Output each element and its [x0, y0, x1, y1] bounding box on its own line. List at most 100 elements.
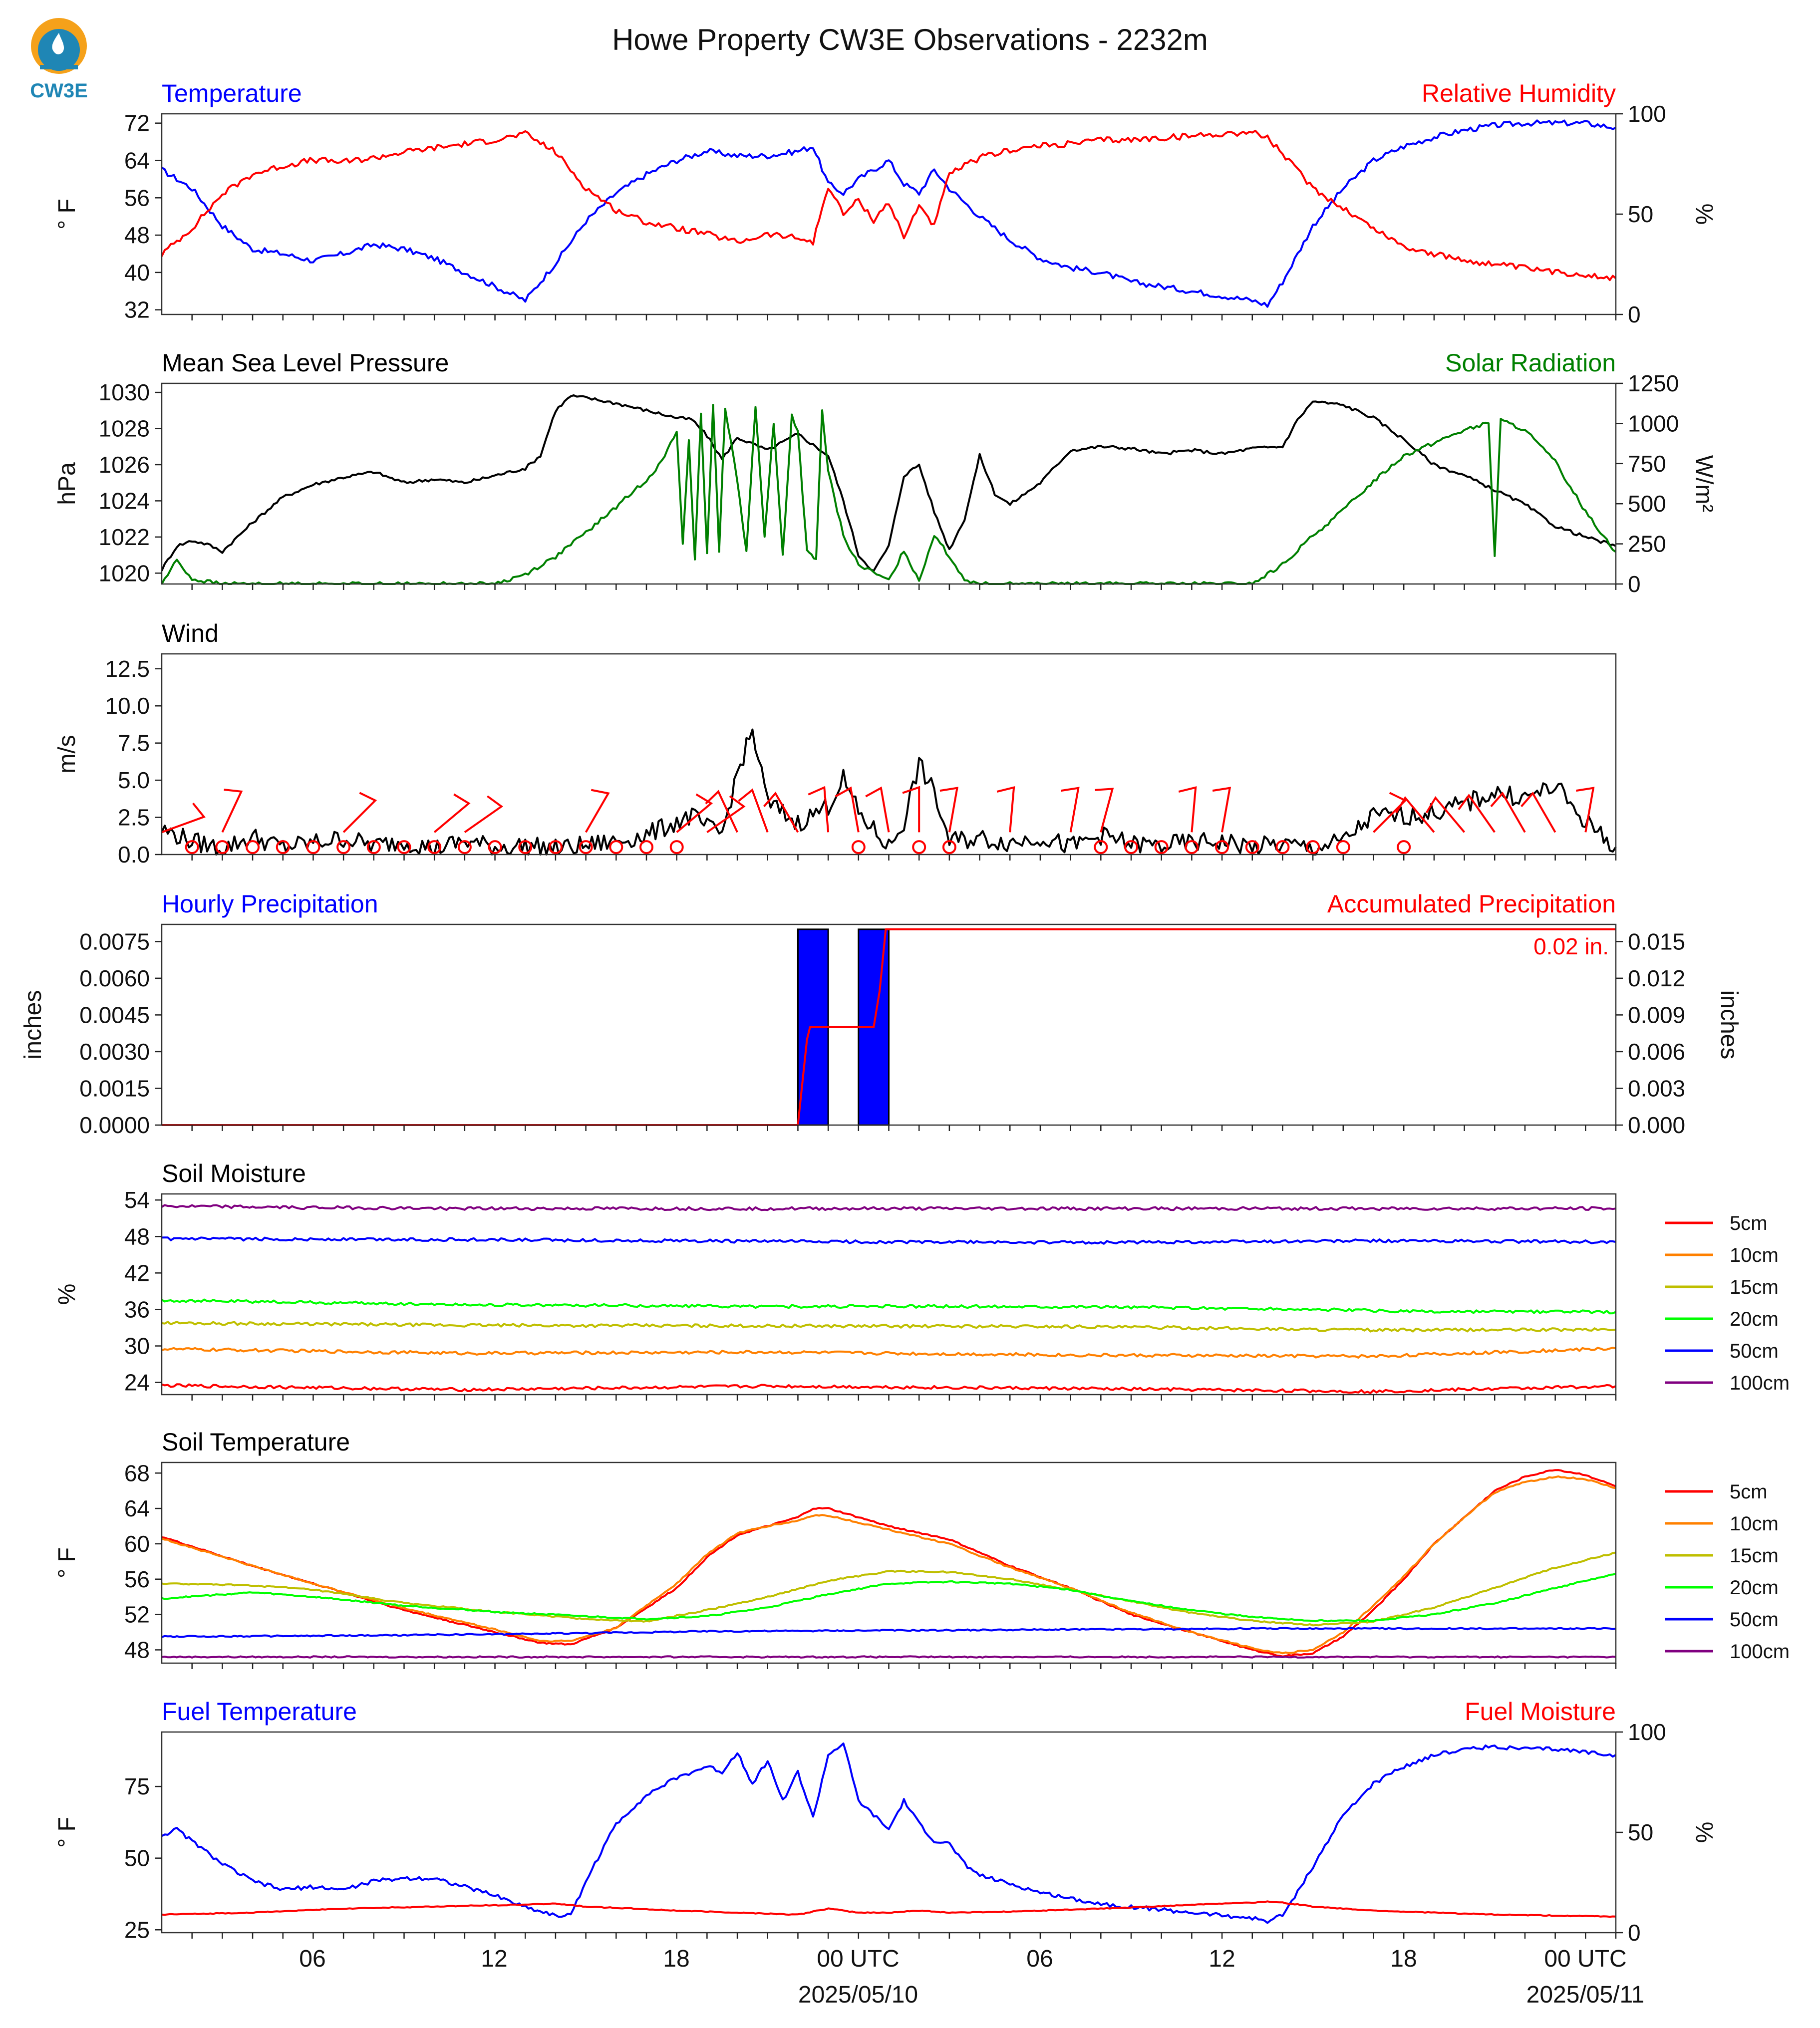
panel-title-right: Relative Humidity: [1422, 79, 1616, 107]
y-tick-label: 75: [124, 1773, 150, 1799]
series-mean-sea-level-pressure: [161, 394, 1616, 572]
calm-wind-marker: [185, 840, 199, 855]
series-accumulated-precipitation: [162, 928, 1616, 1126]
y-tick-label: 60: [124, 1531, 150, 1557]
wind-barb: [808, 786, 830, 833]
plot-frame: [161, 653, 1617, 856]
panel-pressure_solar: 1020 1022 1024 1026 1028 1030 0 250 500 750 1000 12…: [54, 349, 1717, 597]
wind-barb: [1061, 787, 1080, 833]
legend-label: 10cm: [1730, 1513, 1779, 1535]
series-10cm: [161, 1475, 1616, 1655]
y-tick-label: 1030: [99, 379, 150, 405]
y2-tick-label: 1250: [1628, 370, 1679, 396]
y2-tick-label: 0.006: [1628, 1039, 1685, 1065]
panel-title-right: Solar Radiation: [1445, 349, 1616, 377]
series-5cm: [161, 1469, 1616, 1658]
calm-wind-marker: [1397, 840, 1411, 855]
wind-barb: [433, 793, 471, 833]
y2-tick-label: 0.000: [1628, 1112, 1685, 1138]
y-axis-label: m/s: [54, 735, 80, 773]
legend-label: 100cm: [1730, 1372, 1790, 1394]
y-tick-label: 36: [124, 1296, 150, 1322]
series-20cm: [161, 1298, 1616, 1315]
panel-precip: 0.0000 0.0015 0.0030 0.0045 0.0060 0.0075 0.00…: [20, 890, 1742, 1138]
legend-label: 15cm: [1730, 1545, 1779, 1567]
panel-title-right: Accumulated Precipitation: [1327, 890, 1616, 918]
calm-wind-marker: [215, 840, 230, 855]
y2-tick-label: 0.009: [1628, 1002, 1685, 1028]
y-tick-label: 56: [124, 1566, 150, 1592]
wind-barb: [1095, 788, 1114, 833]
y2-tick-label: 0: [1628, 301, 1641, 327]
y-tick-label: 25: [124, 1917, 150, 1943]
wind-barb: [996, 786, 1015, 833]
y2-tick-label: 0: [1628, 571, 1641, 597]
y2-tick-label: 250: [1628, 531, 1666, 557]
legend-label: 100cm: [1730, 1641, 1790, 1663]
legend: 5cm 10cm 15cm 20cm 50cm 100cm: [1665, 1212, 1790, 1394]
y-tick-label: 48: [124, 222, 150, 248]
calm-wind-marker: [579, 840, 593, 855]
series-50cm: [161, 1236, 1616, 1245]
y-axis-label: %: [54, 1284, 80, 1305]
y2-tick-label: 50: [1628, 201, 1653, 227]
legend-label: 20cm: [1730, 1308, 1779, 1330]
calm-wind-marker: [639, 840, 653, 855]
calm-wind-marker: [942, 840, 956, 855]
y-tick-label: 56: [124, 185, 150, 211]
series-15cm: [161, 1321, 1616, 1333]
wind-barb: [1373, 792, 1407, 833]
calm-wind-marker: [1275, 840, 1290, 855]
x-tick-label: 00 UTC: [817, 1946, 899, 1972]
panel-temp_rh: 32 40 48 56 64 72 0 50 100 Temperature Relative Hu…: [54, 79, 1717, 327]
y-axis-label: hPa: [54, 462, 80, 505]
wind-barb: [161, 803, 206, 834]
legend-label: 50cm: [1730, 1609, 1779, 1631]
wind-barb: [676, 793, 713, 833]
calm-wind-marker: [366, 840, 381, 855]
wind-barb: [1212, 787, 1231, 833]
wind-barb: [705, 790, 738, 833]
calm-wind-marker: [276, 840, 290, 855]
x-tick-label: 06: [1026, 1946, 1053, 1972]
wind-barb: [1520, 791, 1556, 833]
cw3e-logo: CW3E: [30, 18, 88, 102]
series-20cm: [161, 1573, 1616, 1623]
y-tick-label: 30: [124, 1333, 150, 1359]
y-tick-label: 0.0045: [79, 1002, 150, 1028]
y2-tick-label: 0: [1628, 1920, 1641, 1946]
series-relative-humidity: [161, 129, 1617, 282]
y-tick-label: 64: [124, 1495, 150, 1521]
x-tick-label: 18: [663, 1946, 689, 1972]
y-tick-label: 54: [124, 1187, 150, 1213]
calm-wind-marker: [246, 840, 260, 855]
y-tick-label: 7.5: [118, 730, 150, 756]
legend: 5cm 10cm 15cm 20cm 50cm 100cm: [1665, 1481, 1790, 1663]
y-tick-label: 10.0: [105, 693, 150, 719]
calm-wind-marker: [427, 840, 442, 855]
plot-frame: [161, 382, 1617, 585]
calm-wind-marker: [1094, 840, 1108, 855]
series-temperature: [161, 119, 1616, 308]
legend-label: 15cm: [1730, 1276, 1779, 1298]
calm-wind-marker: [306, 840, 320, 855]
series-5cm: [161, 1383, 1616, 1394]
panel-title-left: Temperature: [162, 79, 302, 107]
wind-barb: [585, 789, 610, 833]
x-tick-label: 06: [299, 1946, 325, 1972]
y2-tick-label: 50: [1628, 1819, 1653, 1845]
series-fuel-moisture: [161, 1900, 1616, 1918]
calm-wind-marker: [1154, 840, 1169, 855]
y-tick-label: 32: [124, 297, 150, 323]
y-tick-label: 42: [124, 1260, 150, 1286]
y-tick-label: 1026: [99, 452, 150, 478]
y-tick-label: 0.0075: [79, 928, 150, 954]
y-tick-label: 0.0030: [79, 1039, 150, 1065]
wind-barb: [1490, 791, 1526, 833]
legend-label: 20cm: [1730, 1577, 1779, 1599]
wind-barb: [1425, 796, 1466, 833]
x-axis-labels: 06 12 18 00 UTC 06 12 18 00 UTC 2025/05/…: [299, 1946, 1644, 2008]
calm-wind-marker: [518, 840, 533, 855]
y-tick-label: 1020: [99, 560, 150, 586]
